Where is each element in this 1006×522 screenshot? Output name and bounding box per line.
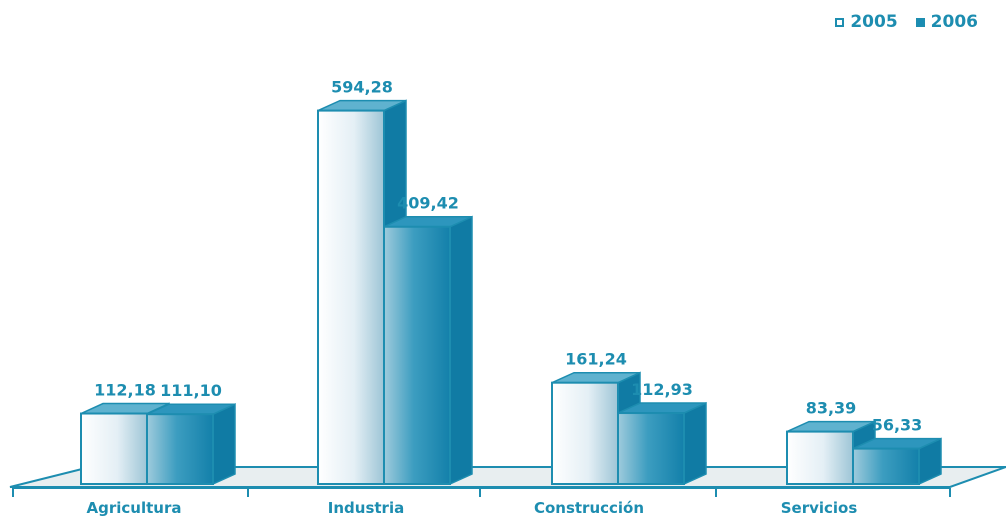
bar-side xyxy=(683,401,707,486)
legend-swatch-2006 xyxy=(915,17,925,27)
legend-swatch-2005 xyxy=(835,17,845,27)
value-label: 83,39 xyxy=(806,399,857,418)
bar-front xyxy=(617,412,685,486)
bar-front xyxy=(383,225,451,485)
bar-front xyxy=(317,109,385,486)
bar-front xyxy=(551,381,619,485)
value-label: 111,10 xyxy=(160,381,222,400)
category-labels: Agricultura Industria Construcción Servicio… xyxy=(87,499,858,517)
bar-servicios-2006 xyxy=(852,437,942,486)
legend: 2005 2006 xyxy=(835,12,978,32)
value-label: 56,33 xyxy=(872,416,923,435)
bar-construccin-2006 xyxy=(617,401,707,486)
bar-side xyxy=(212,403,236,486)
category-label: Construcción xyxy=(534,499,644,517)
category-label: Servicios xyxy=(781,499,858,517)
bar-front xyxy=(146,413,214,485)
category-label: Industria xyxy=(328,499,404,517)
bar-front xyxy=(852,447,920,486)
category-label: Agricultura xyxy=(87,499,182,517)
x-axis xyxy=(12,487,951,497)
value-label: 409,42 xyxy=(397,194,459,213)
bar-agricultura-2006 xyxy=(146,403,236,486)
value-label: 594,28 xyxy=(331,78,393,97)
value-label: 112,18 xyxy=(94,381,156,400)
bar-industria-2006 xyxy=(383,215,473,486)
bar-front xyxy=(786,430,854,485)
legend-entry-2006: 2006 xyxy=(915,12,978,32)
bar-side xyxy=(449,215,473,486)
legend-entry-2005: 2005 xyxy=(835,12,898,32)
bars xyxy=(80,99,942,486)
bar-front xyxy=(80,412,148,486)
bar-construccin-2005 xyxy=(551,371,641,486)
legend-label-2006: 2006 xyxy=(930,12,978,32)
value-label: 161,24 xyxy=(565,350,627,369)
value-label: 112,93 xyxy=(631,380,693,399)
legend-label-2005: 2005 xyxy=(850,12,898,32)
